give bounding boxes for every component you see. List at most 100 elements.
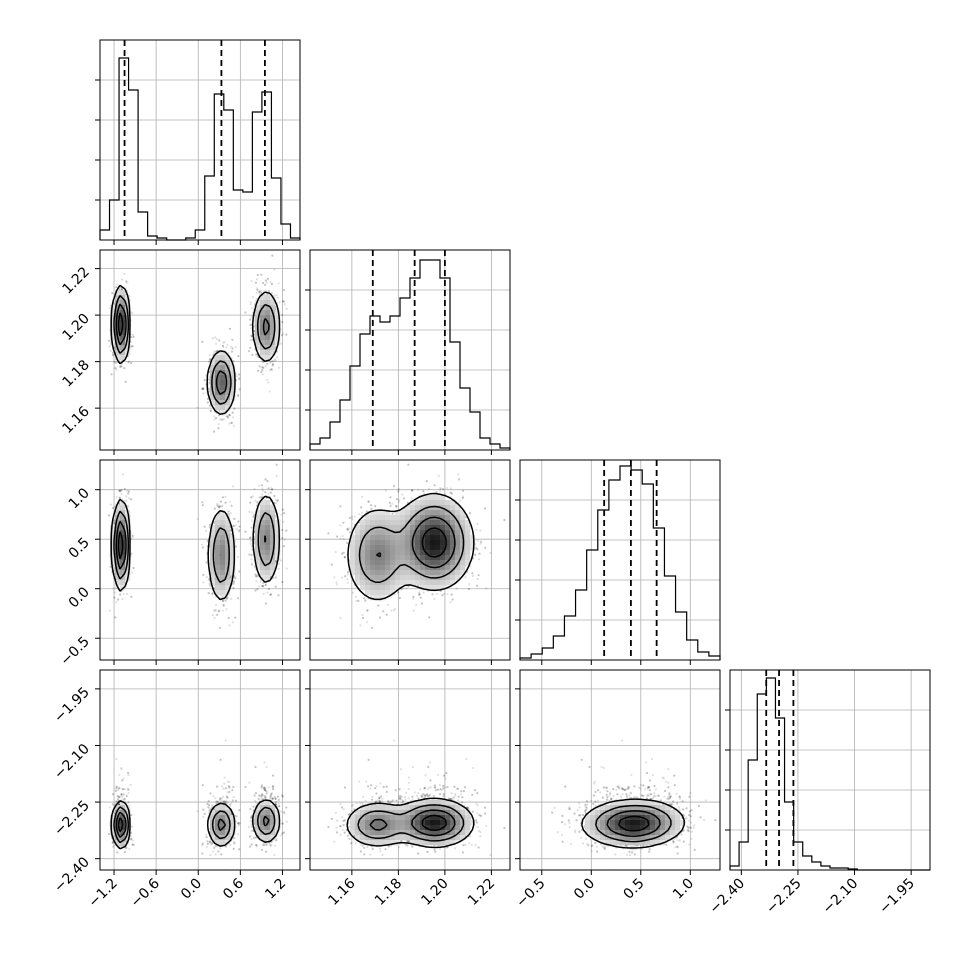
scatter-point	[123, 367, 126, 370]
scatter-point	[232, 485, 235, 488]
density-cell	[125, 345, 131, 351]
scatter-point	[258, 484, 261, 487]
scatter-point	[227, 616, 230, 620]
scatter-point	[229, 512, 233, 515]
density-cell	[265, 315, 271, 321]
scatter-point	[219, 418, 222, 421]
scatter-point	[264, 279, 267, 282]
scatter-point	[238, 529, 241, 532]
scatter-point	[111, 351, 115, 354]
density-cell	[115, 290, 121, 296]
scatter-point	[271, 364, 275, 367]
scatter-point	[282, 511, 286, 515]
scatter-point	[269, 491, 272, 494]
scatter-point	[238, 377, 241, 380]
scatter-point	[211, 593, 214, 596]
density-cell	[210, 365, 216, 371]
scatter-point	[215, 350, 218, 353]
scatter-point	[203, 379, 206, 382]
scatter-point	[262, 592, 265, 596]
scatter-point	[244, 311, 247, 314]
scatter-point	[238, 373, 241, 376]
scatter-point	[275, 463, 278, 466]
scatter-point	[208, 358, 211, 361]
scatter-point	[252, 515, 255, 518]
scatter-point	[232, 416, 235, 419]
scatter-point	[233, 575, 236, 578]
density-cell	[115, 295, 121, 301]
scatter-point	[123, 487, 126, 491]
scatter-point	[249, 536, 252, 540]
scatter-point	[285, 529, 288, 532]
scatter-point	[255, 580, 258, 583]
density-cell	[110, 320, 116, 326]
scatter-point	[267, 381, 270, 384]
scatter-point	[232, 524, 235, 528]
scatter-point	[250, 306, 253, 309]
scatter-point	[250, 553, 253, 556]
scatter-point	[262, 366, 265, 369]
scatter-point	[270, 282, 273, 286]
scatter-point	[123, 272, 126, 275]
scatter-point	[261, 366, 264, 369]
scatter-point	[281, 321, 284, 324]
scatter-point	[253, 329, 256, 333]
density-cell	[230, 380, 236, 386]
scatter-point	[258, 291, 261, 294]
scatter-point	[114, 616, 117, 619]
scatter-point	[237, 393, 240, 396]
scatter-point	[281, 321, 284, 324]
density-cell	[115, 350, 121, 356]
density-cell	[220, 355, 226, 361]
scatter-point	[250, 315, 253, 318]
scatter-point	[249, 324, 252, 327]
density-cell	[225, 400, 231, 406]
density-cell	[265, 350, 271, 356]
scatter-point	[130, 336, 133, 339]
scatter-point	[275, 474, 278, 477]
scatter-point	[237, 597, 240, 600]
scatter-point	[280, 513, 283, 516]
scatter-point	[125, 280, 128, 283]
scatter-point	[250, 334, 253, 337]
scatter-point	[265, 281, 268, 284]
density-cell	[270, 335, 276, 341]
scatter-point	[250, 323, 253, 326]
scatter-point	[213, 507, 216, 510]
scatter-point	[237, 520, 240, 523]
scatter-point	[224, 599, 227, 602]
scatter-point	[264, 289, 267, 292]
scatter-point	[260, 289, 263, 292]
density-cell	[230, 385, 236, 391]
scatter-point	[225, 597, 228, 600]
scatter-point	[261, 369, 264, 372]
scatter-point	[251, 353, 254, 356]
scatter-point	[233, 517, 236, 521]
scatter-point	[281, 334, 284, 337]
scatter-point	[285, 307, 288, 310]
scatter-point	[201, 340, 204, 343]
scatter-point	[251, 353, 254, 356]
scatter-point	[282, 511, 286, 515]
scatter-point	[255, 353, 258, 356]
scatter-point	[255, 291, 258, 294]
scatter-point	[114, 367, 117, 370]
scatter-point	[112, 587, 115, 590]
scatter-point	[237, 355, 240, 358]
density-cell	[225, 380, 231, 386]
scatter-point	[115, 361, 118, 364]
density-cell	[125, 305, 131, 311]
scatter-point	[261, 489, 264, 492]
scatter-point	[237, 556, 240, 559]
density-cell	[120, 330, 126, 336]
scatter-point	[131, 536, 134, 539]
density-cell	[125, 300, 131, 306]
scatter-point	[256, 501, 259, 504]
scatter-point	[209, 409, 212, 413]
scatter-point	[254, 281, 257, 284]
scatter-point	[114, 367, 117, 370]
scatter-point	[217, 505, 220, 508]
scatter-point	[281, 300, 284, 303]
scatter-point	[274, 359, 277, 362]
scatter-point	[255, 278, 259, 281]
